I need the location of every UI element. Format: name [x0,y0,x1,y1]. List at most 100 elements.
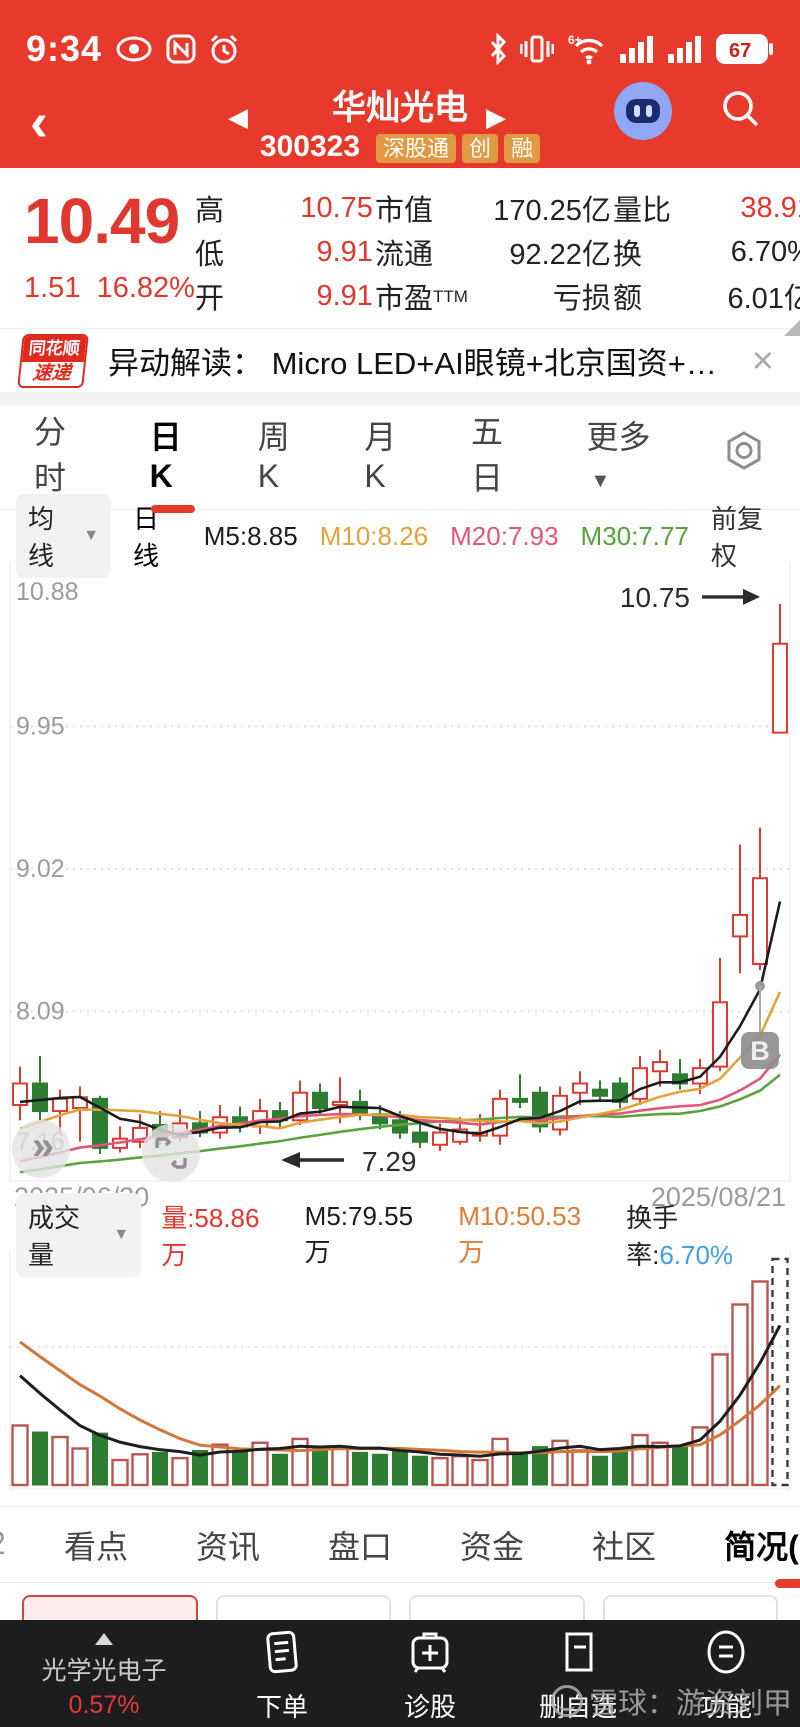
candle [332,1100,348,1106]
y-axis-label: 8.09 [16,998,65,1026]
nav-item-label: 诊股 [403,1692,456,1722]
detail-tab-资金[interactable]: 资金 [460,1528,525,1565]
chart-settings-gear-icon[interactable] [722,429,766,478]
quote-field-label: 低 [194,239,224,271]
back-button[interactable]: ‹ [30,92,48,152]
sector-shortcut[interactable]: 光学光电子 0.57% [0,1620,208,1727]
order-doc-icon [258,1628,306,1681]
nav-item-label: 功能 [699,1692,752,1722]
volume-bar [431,1456,449,1487]
vol-ma5-line [19,1324,782,1458]
signal-icon [620,34,656,64]
battery-percent: 67 [729,40,751,62]
volume-bar-current [771,1257,789,1487]
next-stock-arrow-icon[interactable]: ▶ [486,102,506,132]
rotate-screen-button[interactable] [142,1124,200,1182]
volume-bar [272,1453,288,1486]
quote-field-value: 38.91 [740,191,800,224]
quote-expand-indicator[interactable] [784,320,800,336]
volume-bar [412,1455,428,1486]
adjust-mode-label[interactable]: 前复权 [710,504,763,571]
ai-robot-button[interactable] [614,82,672,140]
quick-chips-row [0,1583,800,1620]
end-date: 2025/08/21 [650,1182,786,1212]
volume-bar [512,1453,528,1486]
volume-bar [532,1446,548,1486]
search-icon[interactable] [718,86,764,137]
detail-tab-盘口[interactable]: 盘口 [328,1528,393,1565]
quick-chip[interactable] [602,1595,778,1620]
ma20-value: M20:7.93 [450,520,559,551]
detail-tab-看点[interactable]: 看点 [64,1528,129,1565]
nav-item-功能[interactable]: 功能 [652,1620,800,1727]
volume-chart[interactable] [0,1251,800,1491]
candle [732,913,748,938]
period-tab-五日[interactable]: 五日 [470,414,503,496]
nav-item-下单[interactable]: 下单 [208,1620,356,1727]
quote-field-value: 6.70% [730,235,800,268]
volume-bar [192,1449,208,1486]
functions-icon [702,1628,750,1681]
volume-bar [131,1453,149,1487]
prev-stock-arrow-icon[interactable]: ◀ [228,102,248,132]
volume-selector-dropdown[interactable]: 成交量 ▼ [16,1192,142,1277]
clock-time: 9:34 [26,28,103,69]
svg-text:B: B [750,1036,770,1066]
volume-bar [612,1448,628,1486]
quote-field-value: 6.01亿 [727,283,800,315]
quick-chip[interactable] [22,1595,198,1620]
period-tab-更多[interactable]: 更多▼ [586,418,651,492]
volume-info-bar: 成交量 ▼ 量:58.86万 M5:79.55万 M10:50.53万 换手率:6… [0,1192,800,1277]
detail-tab-社区[interactable]: 社区 [592,1528,657,1565]
close-icon[interactable]: × [751,339,774,382]
ths-express-logo: 同花顺 速递 [17,333,89,388]
detail-tab-简况(F10)[interactable]: 简况(F10) [724,1508,800,1588]
volume-bar [251,1441,269,1487]
candle [412,1131,428,1143]
quick-chip[interactable] [409,1595,585,1620]
detail-tab-资讯[interactable]: 资讯 [196,1528,261,1565]
period-tab-日K[interactable]: 日K [150,392,196,515]
chevron-down-icon: ▼ [590,469,611,492]
candle [632,1067,648,1100]
bottom-nav-bar: 光学光电子 0.57% 下单 诊股 删自选 功能 雪球：游资刘甲 [0,1620,800,1727]
nav-item-label: 下单 [255,1692,308,1722]
volume-bar [92,1432,108,1486]
volume-bar [352,1451,368,1486]
news-headline[interactable]: 异动解读： Micro LED+AI眼镜+北京国资+中… [108,346,746,381]
volume-bar [171,1456,189,1487]
partial-tab-label[interactable]: 2 [0,1525,6,1562]
volume-bottom-divider [0,1491,800,1507]
nav-item-诊股[interactable]: 诊股 [356,1620,504,1727]
period-tab-周K[interactable]: 周K [257,418,290,494]
candle [512,1097,528,1103]
volume-bar [571,1449,589,1487]
candle [312,1091,328,1110]
period-tab-月K[interactable]: 月K [364,418,397,494]
vol-ma10-line [19,1340,782,1455]
ma5-line [19,901,782,1137]
volume-bar [592,1455,608,1486]
quote-field-value: 9.91 [316,279,373,312]
volume-bar [651,1441,669,1487]
nav-item-删自选[interactable]: 删自选 [504,1620,652,1727]
vibrate-icon [520,33,554,65]
chevron-down-icon: ▼ [113,1225,130,1243]
ma-selector-dropdown[interactable]: 均线 ▼ [16,494,112,578]
volume-bar [471,1458,489,1487]
quote-field-label: 市盈TTM [374,283,468,315]
kline-chart[interactable]: 10.889.959.028.097.1610.757.29B » [0,562,800,1182]
quick-chip[interactable] [215,1595,391,1620]
news-banner[interactable]: 同花顺 速递 异动解读： Micro LED+AI眼镜+北京国资+中… × [0,328,800,392]
expand-chart-button[interactable]: » [12,1120,70,1178]
quote-field-value: 10.75 [300,191,373,224]
buy-marker-badge [741,1032,779,1069]
ma30-value: M30:7.77 [580,520,689,551]
remove-watchlist-icon [554,1628,602,1681]
quote-field-label: 额 [612,283,642,315]
y-axis-label: 9.02 [16,855,65,883]
period-tab-分时[interactable]: 分时 [34,414,67,496]
turnover-rate: 换手率:6.70% [626,1202,734,1270]
ma5-value: M5:8.85 [203,520,298,551]
